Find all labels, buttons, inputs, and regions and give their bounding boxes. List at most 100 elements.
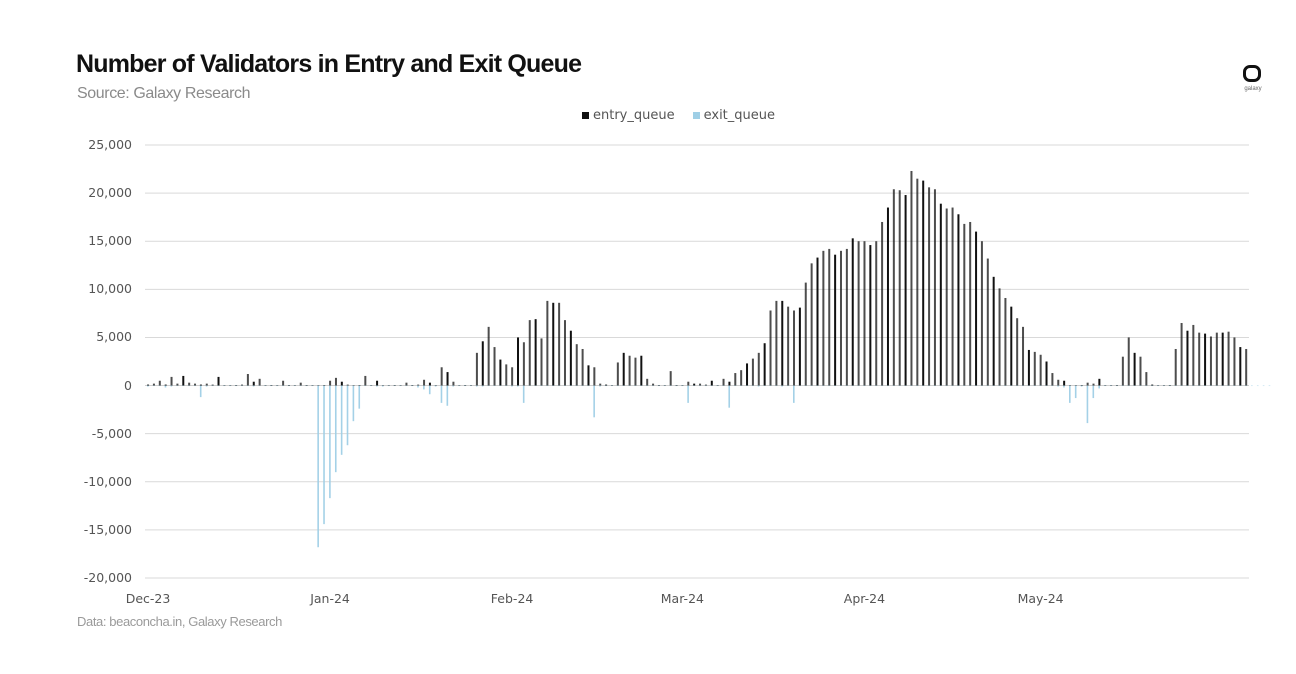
entry-queue-swatch-icon [582, 112, 589, 119]
entry_queue-bar [939, 203, 942, 386]
entry_queue-bar [575, 344, 578, 386]
exit_queue-bar [757, 385, 760, 387]
entry_queue-bar [499, 359, 502, 386]
x-tick-label: May-24 [1017, 591, 1064, 606]
entry_queue-bar [188, 382, 191, 386]
entry_queue-bar [599, 383, 602, 386]
exit_queue-bar [252, 385, 255, 387]
x-tick-label: Apr-24 [843, 591, 886, 606]
x-tick-label: Jan-24 [310, 591, 350, 606]
entry_queue-bar [1045, 361, 1048, 386]
galaxy-logo-icon [1243, 65, 1261, 82]
entry_queue-bar [851, 238, 854, 386]
entry_queue-bar [1098, 378, 1101, 386]
entry_queue-bar [446, 372, 449, 386]
entry_queue-bar [898, 190, 901, 386]
entry_queue-bar [980, 241, 983, 386]
entry_queue-bar [1086, 382, 1089, 386]
entry_queue-bar [992, 276, 995, 386]
entry_queue-bar [417, 384, 420, 386]
entry_queue-bar [1198, 332, 1201, 386]
exit_queue-bar [687, 385, 689, 403]
x-tick-label: Dec-23 [125, 591, 171, 606]
entry_queue-bar [640, 355, 643, 386]
exit_queue-bar [358, 385, 361, 409]
entry_queue-bar [669, 371, 672, 386]
entry_queue-bar [775, 300, 778, 386]
entry_queue-bar [340, 381, 343, 386]
legend-label-exit: exit_queue [703, 108, 776, 123]
y-tick-label: -20,000 [83, 570, 132, 585]
entry_queue-bar [822, 250, 825, 386]
entry_queue-bar [616, 362, 619, 386]
entry_queue-bar [722, 378, 725, 386]
entry_queue-bar [957, 214, 960, 386]
entry_queue-bar [1151, 384, 1154, 386]
entry_queue-bar [933, 189, 936, 386]
x-tick-label: Mar-24 [660, 591, 704, 606]
entry_queue-bar [881, 221, 884, 386]
entry_queue-bar [687, 381, 690, 386]
entry_queue-bar [1127, 337, 1130, 386]
entry_queue-bar [546, 300, 549, 386]
exit_queue-bar [1069, 385, 1071, 403]
legend-item-exit-queue: exit_queue [692, 108, 776, 123]
exit_queue-bar [517, 385, 519, 387]
exit_queue-bar [417, 385, 419, 388]
entry_queue-bar [910, 170, 913, 386]
entry_queue-bar [951, 207, 954, 386]
legend-label-entry: entry_queue [593, 108, 675, 123]
entry_queue-bar [605, 384, 608, 386]
entry_queue-bar [405, 382, 408, 386]
y-tick-label: 25,000 [88, 137, 132, 152]
entry_queue-bar [622, 352, 625, 386]
entry_queue-bar [258, 378, 261, 386]
entry_queue-bar [810, 263, 813, 386]
entry_queue-bar [798, 307, 801, 386]
exit_queue-bar [593, 385, 595, 418]
entry_queue-bar [869, 245, 872, 386]
entry_queue-bar [152, 383, 155, 386]
entry_queue-bar [182, 375, 185, 386]
entry_queue-bar [1057, 379, 1060, 386]
entry_queue-bar [963, 223, 966, 386]
entry_queue-bar [1192, 324, 1195, 386]
chart-title: Number of Validators in Entry and Exit Q… [76, 50, 582, 78]
entry_queue-bar [1174, 348, 1177, 386]
entry_queue-bar [428, 382, 431, 386]
y-tick-label: -5,000 [91, 425, 132, 441]
entry_queue-bar [863, 241, 866, 386]
galaxy-logo-text: galaxy [1244, 86, 1262, 92]
exit_queue-bar [317, 385, 319, 548]
entry_queue-bar [699, 383, 702, 386]
entry_queue-bar [904, 195, 907, 386]
entry_queue-bar [763, 343, 766, 386]
exit_queue-bar [199, 385, 202, 398]
exit_queue-bar [1086, 385, 1089, 424]
exit_queue-bar [1080, 385, 1083, 387]
entry_queue-bar [986, 258, 989, 386]
entry_queue-bar [704, 384, 707, 386]
y-tick-label: 5,000 [96, 329, 132, 345]
entry_queue-bar [875, 241, 878, 386]
entry_queue-bar [628, 355, 631, 386]
entry_queue-bar [816, 257, 819, 386]
entry_queue-bar [329, 380, 332, 386]
entry_queue-bar [916, 178, 919, 386]
entry_queue-bar [652, 383, 655, 386]
data-source-note: Data: beaconcha.in, Galaxy Research [77, 614, 282, 629]
exit_queue-bar [1057, 385, 1059, 387]
entry_queue-bar [1245, 348, 1248, 386]
entry_queue-bar [528, 320, 531, 386]
exit_queue-bar [1074, 385, 1077, 399]
entry_queue-bar [587, 365, 590, 386]
entry_queue-bar [246, 374, 249, 386]
entry_queue-bar [839, 250, 842, 386]
y-tick-label: 20,000 [88, 185, 132, 201]
entry_queue-bar [522, 342, 525, 386]
y-tick-label: -10,000 [83, 473, 132, 489]
entry_queue-bar [481, 341, 484, 386]
entry_queue-bar [804, 282, 807, 386]
entry_queue-bar [1016, 318, 1019, 386]
entry_queue-bar [241, 384, 244, 386]
